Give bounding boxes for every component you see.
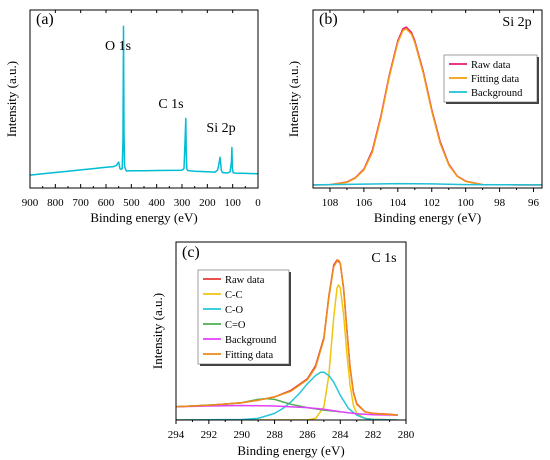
x-tick-label: 284 — [332, 429, 349, 441]
series-line-fitting-data — [313, 28, 542, 186]
series-group — [313, 26, 542, 186]
series-group — [176, 259, 398, 420]
x-axis-label: Binding energy (eV) — [90, 210, 197, 225]
series-line-fitting-data — [176, 259, 398, 416]
x-tick-label: 288 — [266, 429, 283, 441]
panels: 900 800 700 600 500 400 300 200 100 0 Binding ener… — [4, 9, 543, 458]
x-tick-label: 286 — [299, 429, 316, 441]
x-tick-label: 600 — [98, 197, 115, 209]
x-tick-label: 292 — [201, 429, 218, 441]
x-tick-label: 108 — [322, 197, 339, 209]
x-tick-label: 700 — [72, 197, 89, 209]
x-tick-label: 400 — [148, 197, 165, 209]
panel-label: (c) — [182, 244, 200, 261]
x-axis-label: Binding energy (eV) — [237, 443, 344, 458]
legend-label: C=O — [225, 320, 246, 331]
panel-title: C 1s — [371, 251, 396, 266]
x-tick-label: 300 — [174, 197, 191, 209]
x-tick-label: 106 — [356, 197, 373, 209]
x-tick-label: 98 — [494, 197, 506, 209]
x-axis-label: Binding energy (eV) — [374, 210, 481, 225]
legend-shadow — [537, 57, 539, 104]
x-tick-label: 100 — [224, 197, 241, 209]
x-tick-label: 102 — [423, 197, 440, 209]
y-axis-label: Intensity (a.u.) — [4, 61, 19, 137]
series-line-c-c — [176, 284, 398, 420]
legend-shadow — [446, 102, 539, 104]
plot-frame — [29, 9, 259, 189]
y-axis-label: Intensity (a.u.) — [286, 61, 301, 137]
x-tick-label: 104 — [390, 197, 407, 209]
legend-shadow — [200, 364, 291, 366]
x-tick-label: 800 — [47, 197, 64, 209]
x-tick-label: 290 — [233, 429, 250, 441]
panel-1: 108 106 104 102 100 98 96 Binding energy (eV) In… — [286, 9, 543, 225]
x-tick-label: 0 — [255, 197, 261, 209]
x-tick-label: 280 — [398, 429, 415, 441]
peak-annotation: C 1s — [158, 97, 183, 112]
legend-label: C-C — [225, 290, 243, 301]
x-tick-label: 294 — [168, 429, 185, 441]
peak-annotation: Si 2p — [206, 121, 235, 136]
panel-label: (a) — [36, 11, 54, 28]
legend-label: Raw data — [225, 275, 265, 286]
plot-frame — [312, 9, 543, 189]
panel-label: (b) — [319, 11, 338, 28]
legend-shadow — [289, 272, 291, 366]
legend-label: Background — [471, 88, 523, 99]
x-tick-label: 100 — [457, 197, 474, 209]
panel-title: Si 2p — [502, 15, 531, 30]
peak-annotation: O 1s — [105, 39, 131, 54]
y-axis-label: Intensity (a.u.) — [150, 293, 165, 369]
panel-2: 294 292 290 288 286 284 282 280 Binding energy (… — [150, 241, 415, 458]
x-tick-label: 900 — [22, 197, 39, 209]
legend-label: Raw data — [471, 60, 511, 71]
x-tick-label: 96 — [528, 197, 540, 209]
legend-label: Fitting data — [471, 74, 519, 85]
x-tick-label: 282 — [365, 429, 382, 441]
series-group — [30, 25, 258, 176]
series-line-background — [313, 182, 542, 186]
series-line-raw-data — [313, 26, 542, 186]
legend-label: Fitting data — [225, 350, 273, 361]
series-line-0 — [30, 25, 258, 176]
legend-label: Background — [225, 335, 277, 346]
x-tick-label: 500 — [123, 197, 140, 209]
panel-0: 900 800 700 600 500 400 300 200 100 0 Binding ener… — [4, 9, 261, 225]
legend-label: C-O — [225, 305, 244, 316]
series-line-c-o — [176, 371, 398, 420]
series-line-background — [176, 404, 398, 416]
x-tick-label: 200 — [199, 197, 216, 209]
